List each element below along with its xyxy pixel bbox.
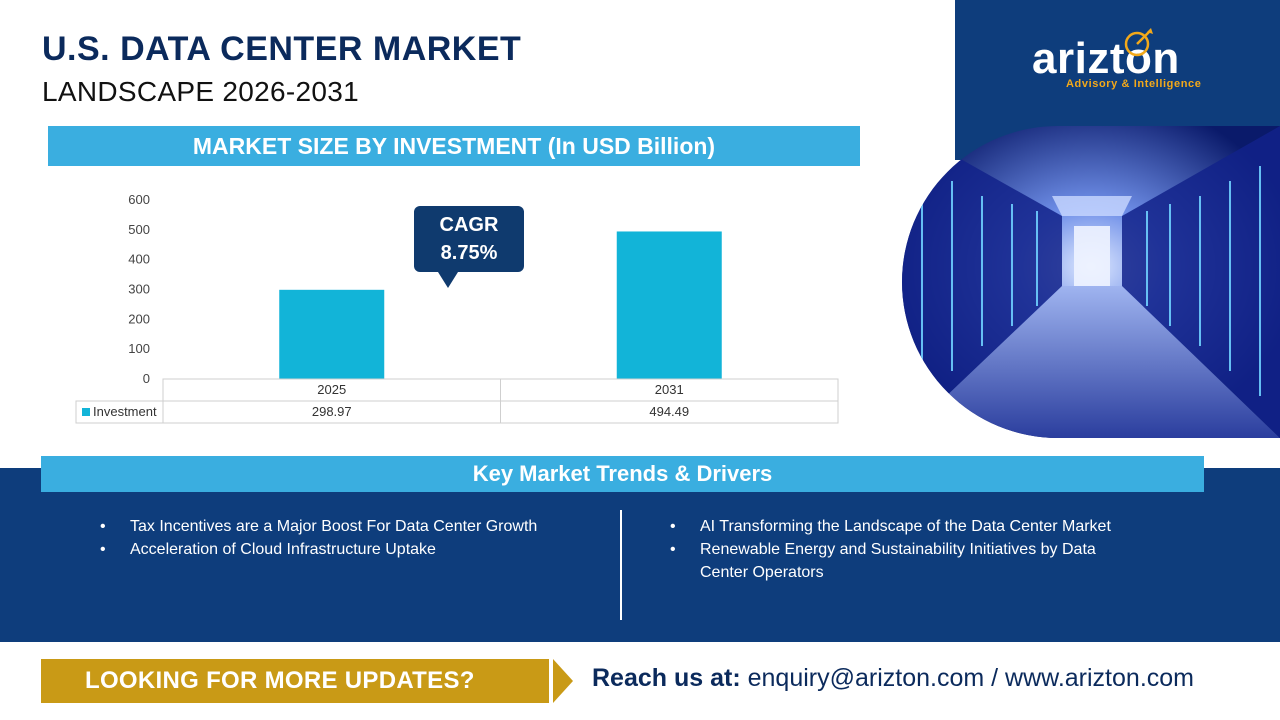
legend-label: Investment: [93, 404, 157, 419]
updates-cta-button[interactable]: LOOKING FOR MORE UPDATES?: [41, 659, 549, 703]
y-tick-label: 500: [128, 222, 150, 237]
legend-swatch: [82, 408, 90, 416]
trends-list-left: Tax Incentives are a Major Boost For Dat…: [100, 515, 580, 561]
y-axis-ticks: 0 100 200 300 400 500 600: [128, 192, 150, 386]
x-tick-label: 2031: [655, 382, 684, 397]
contact-links[interactable]: enquiry@arizton.com / www.arizton.com: [747, 664, 1194, 692]
contact-line: Reach us at: enquiry@arizton.com / www.a…: [592, 664, 1194, 693]
cagr-value: 8.75%: [440, 242, 498, 264]
y-tick-label: 0: [143, 371, 150, 386]
cagr-label: CAGR: [439, 214, 499, 236]
chart-data-table: 2025 298.97 2031 494.49 Investment: [75, 378, 839, 424]
list-item: AI Transforming the Landscape of the Dat…: [670, 515, 1130, 538]
list-item: Tax Incentives are a Major Boost For Dat…: [100, 515, 580, 538]
y-tick-label: 300: [128, 282, 150, 297]
bar: [616, 231, 722, 379]
list-item: Renewable Energy and Sustainability Init…: [670, 538, 1130, 584]
list-item: Acceleration of Cloud Infrastructure Upt…: [100, 538, 580, 561]
arizton-logo[interactable]: arizto n: [1032, 28, 1180, 84]
reach-label: Reach us at:: [592, 664, 741, 692]
server-room-photo: [902, 126, 1280, 438]
bar: [279, 289, 385, 379]
y-tick-label: 100: [128, 341, 150, 356]
cagr-callout: CAGR 8.75%: [414, 206, 524, 288]
data-label: 298.97: [312, 404, 352, 419]
trends-divider: [620, 510, 622, 620]
cta-arrow-icon: [553, 659, 573, 703]
trends-title: Key Market Trends & Drivers: [41, 456, 1204, 492]
logo-tagline: Advisory & Intelligence: [1066, 78, 1202, 90]
y-tick-label: 200: [128, 311, 150, 326]
page-title: U.S. DATA CENTER MARKET: [42, 30, 522, 68]
investment-bar-chart: 0 100 200 300 400 500 600 2025 298.97 2031 494.49…: [75, 192, 839, 424]
y-tick-label: 600: [128, 192, 150, 207]
data-label: 494.49: [649, 404, 689, 419]
table-value-row: [75, 400, 839, 424]
y-tick-label: 400: [128, 252, 150, 267]
trends-list-right: AI Transforming the Landscape of the Dat…: [670, 515, 1130, 584]
logo-text-start: arizt: [1032, 34, 1125, 83]
x-tick-label: 2025: [317, 382, 346, 397]
bar-series: [279, 231, 722, 379]
logo-text-end: n: [1152, 34, 1180, 83]
target-arrow-icon: [1124, 28, 1153, 57]
page-subtitle: LANDSCAPE 2026-2031: [42, 76, 359, 107]
chart-title: MARKET SIZE BY INVESTMENT (In USD Billio…: [48, 126, 860, 166]
logo-o-letter: o: [1124, 28, 1153, 84]
